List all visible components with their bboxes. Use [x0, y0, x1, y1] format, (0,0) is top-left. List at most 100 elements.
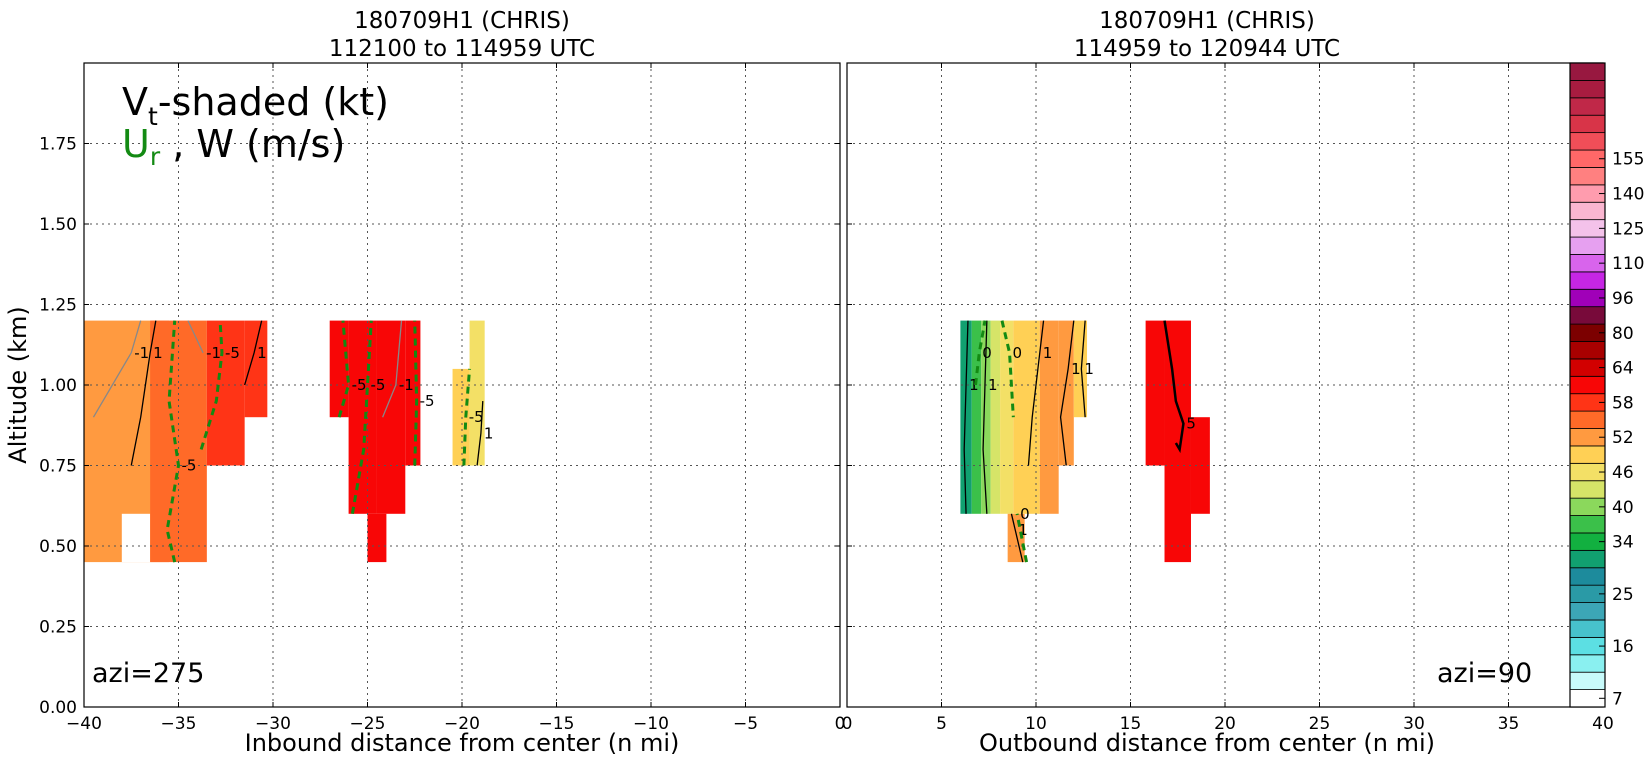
colorbar-swatch-30 [1569, 167, 1606, 186]
colorbar-label-3: 34 [1612, 533, 1634, 553]
right-x-axis-label: Outbound distance from center (n mi) [979, 729, 1435, 757]
left-contour-label-8: -5 [420, 392, 435, 410]
colorbar-swatch-5 [1569, 602, 1606, 621]
colorbar-label-7: 58 [1612, 393, 1634, 413]
left-xtick-label-2: −30 [255, 714, 291, 734]
left-contour-11 [476, 401, 484, 466]
right-xtick-label-8: 40 [1592, 714, 1614, 734]
left-xtick-label-5: −15 [539, 714, 575, 734]
right-contour-7 [1059, 320, 1075, 466]
left-title-line2: 112100 to 114959 UTC [329, 36, 595, 62]
colorbar-swatch-35 [1569, 80, 1606, 99]
left-contour-label-0: -1 [134, 344, 149, 362]
right-xtick-label-1: 5 [936, 714, 947, 734]
left-grid [84, 63, 840, 707]
right-xtick-label-5: 25 [1309, 714, 1331, 734]
left-xtick-label-0: −40 [66, 714, 102, 734]
left-x-axis-label: Inbound distance from center (n mi) [245, 729, 680, 757]
left-contour-10 [462, 368, 472, 466]
right-vt-cell-4 [1000, 320, 1014, 514]
right-contour-5 [1015, 513, 1029, 563]
left-contour-label-2: -1 [206, 344, 221, 362]
colorbar-label-5: 46 [1612, 463, 1634, 483]
left-contour-5 [199, 320, 224, 450]
right-title-line2: 114959 to 120944 UTC [1074, 36, 1340, 62]
colorbar-swatch-14 [1569, 445, 1606, 464]
colorbar-label-10: 96 [1612, 289, 1634, 309]
left-ytick-label-2: 0.50 [39, 537, 77, 557]
left-ytick-label-0: 0.00 [39, 698, 77, 718]
right-vt-cell-3 [990, 320, 1001, 514]
left-contour-label-4: -5 [182, 457, 197, 475]
colorbar-swatch-12 [1569, 480, 1606, 499]
colorbar-frame [1569, 62, 1606, 708]
left-ytick-label-7: 1.75 [39, 135, 77, 155]
left-ytick-label-4: 1.00 [39, 376, 77, 396]
right-contour-6 [1027, 320, 1045, 466]
right-contour-0 [963, 320, 969, 514]
colorbar-swatch-28 [1569, 201, 1606, 221]
right-contour-1 [982, 320, 988, 514]
left-ytick-label-1: 0.25 [39, 618, 77, 638]
left-xtick-label-8: 0 [835, 714, 846, 734]
colorbar-label-6: 52 [1612, 428, 1634, 448]
colorbar-swatch-7 [1569, 567, 1606, 586]
left-contour-label-1: 1 [153, 344, 163, 362]
colorbar-label-1: 16 [1612, 637, 1634, 657]
right-contour-label-5: 0 [1020, 505, 1030, 523]
right-contour-label-7: 1 [1071, 360, 1081, 378]
legend-ur-w: Ur , W (m/s) [122, 122, 345, 171]
left-contour-9 [382, 320, 403, 418]
colorbar-swatch-18 [1569, 375, 1606, 395]
colorbar-label-12: 125 [1612, 219, 1644, 239]
left-vt-cell-3 [206, 320, 245, 466]
left-panel: 180709H1 (CHRIS) 112100 to 114959 UTC -1… [4, 8, 845, 757]
right-vt-cell-7 [1039, 320, 1059, 514]
right-xtick-label-7: 35 [1498, 714, 1520, 734]
right-contour-label-6: 1 [1043, 344, 1053, 362]
colorbar-label-4: 40 [1612, 498, 1634, 518]
left-ytick-label-6: 1.50 [39, 215, 77, 235]
colorbar-swatch-24 [1569, 271, 1606, 290]
colorbar-swatch-26 [1569, 236, 1606, 255]
left-ytick-label-3: 0.75 [39, 457, 77, 477]
left-contour-7 [350, 320, 373, 515]
colorbar-swatch-10 [1569, 515, 1606, 534]
colorbar-label-0: 7 [1612, 689, 1623, 709]
left-contour-1 [130, 320, 157, 466]
left-contour-label-9: -1 [399, 376, 414, 394]
right-shaded-field [960, 320, 1210, 563]
right-xtick-label-0: 0 [842, 714, 853, 734]
colorbar-swatch-2 [1569, 654, 1606, 673]
left-contour-3 [244, 320, 263, 386]
right-contour-3 [1000, 320, 1015, 418]
left-ytick-label-5: 1.25 [39, 296, 77, 316]
left-vt-cell-1 [121, 513, 151, 563]
colorbar-swatch-16 [1569, 410, 1606, 429]
left-contour-label-6: -5 [352, 376, 367, 394]
left-contour-8 [413, 320, 419, 466]
right-contour-9 [1163, 320, 1185, 454]
colorbar-swatch-8 [1569, 549, 1606, 569]
colorbar-swatch-33 [1569, 114, 1606, 134]
left-contour-4 [165, 320, 181, 563]
right-title-line1: 180709H1 (CHRIS) [1099, 8, 1315, 34]
left-vt-cell-6 [348, 320, 377, 514]
left-vt-cell-7 [367, 513, 387, 563]
legend-text: Vt-shaded (kt) Ur , W (m/s) [122, 80, 389, 171]
right-contour-4 [1010, 513, 1024, 563]
right-xtick-label-3: 15 [1120, 714, 1142, 734]
right-vt-cell-1 [971, 320, 982, 514]
right-vt-cell-12 [1190, 417, 1210, 514]
left-azimuth-label: azi=275 [92, 658, 204, 689]
left-contour-0 [92, 320, 142, 418]
right-xtick-label-4: 20 [1214, 714, 1236, 734]
right-contour-label-8: 1 [1084, 360, 1094, 378]
right-vt-cell-2 [981, 320, 991, 514]
right-contour-8 [1080, 320, 1086, 418]
colorbar: 7 16 25 34 40 46 52 58 64 80 96 110 125 140 155 [1569, 62, 1644, 709]
left-xtick-label-1: −35 [161, 714, 197, 734]
right-xtick-label-2: 10 [1025, 714, 1047, 734]
